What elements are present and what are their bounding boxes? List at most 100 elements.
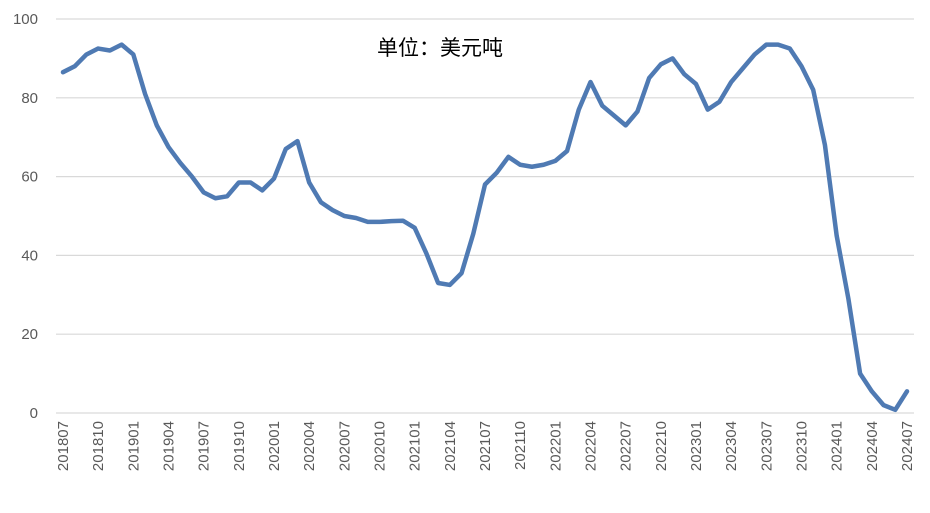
data-point — [203, 192, 204, 193]
x-tick-label: 201910 — [231, 421, 248, 471]
data-point — [883, 405, 884, 406]
data-point — [731, 81, 732, 82]
data-point — [191, 176, 192, 177]
x-tick-label: 201901 — [125, 421, 142, 471]
x-tick-label: 202307 — [758, 421, 775, 471]
data-point — [719, 101, 720, 102]
data-point — [309, 182, 310, 183]
x-tick-label: 202107 — [477, 421, 494, 471]
data-point — [273, 178, 274, 179]
x-axis: 201807 201810 201901 201904 201907 201910 2020… — [55, 421, 916, 471]
data-point — [871, 391, 872, 392]
x-tick-label: 202207 — [618, 421, 635, 471]
data-point — [578, 109, 579, 110]
data-point — [156, 125, 157, 126]
data-point — [414, 227, 415, 228]
data-point — [824, 144, 825, 145]
data-point — [496, 172, 497, 173]
data-point — [543, 164, 544, 165]
data-point — [707, 109, 708, 110]
data-point — [520, 164, 521, 165]
data-point — [649, 78, 650, 79]
data-point — [777, 44, 778, 45]
x-tick-label: 201807 — [55, 421, 72, 471]
x-tick-label: 202201 — [547, 421, 564, 471]
data-point — [74, 66, 75, 67]
x-tick-label: 202007 — [336, 421, 353, 471]
data-point — [613, 115, 614, 116]
x-tick-label: 202310 — [794, 421, 811, 471]
data-point — [320, 202, 321, 203]
data-point — [906, 391, 907, 392]
data-point — [121, 44, 122, 45]
y-tick-label: 40 — [21, 247, 38, 264]
x-tick-label: 202010 — [372, 421, 389, 471]
data-point — [801, 66, 802, 67]
data-point — [391, 221, 392, 222]
data-point — [742, 68, 743, 69]
data-point — [109, 50, 110, 51]
y-tick-label: 80 — [21, 90, 38, 107]
y-tick-label: 100 — [13, 11, 38, 28]
data-point — [695, 83, 696, 84]
data-point — [484, 184, 485, 185]
data-point — [590, 81, 591, 82]
data-point — [473, 233, 474, 234]
data-point — [602, 105, 603, 106]
data-point — [133, 54, 134, 55]
data-point — [379, 221, 380, 222]
data-point — [180, 162, 181, 163]
data-point — [98, 48, 99, 49]
series-line-0 — [60, 42, 910, 413]
data-point — [860, 373, 861, 374]
data-point — [297, 141, 298, 142]
x-tick-label: 201810 — [90, 421, 107, 471]
x-tick-label: 201904 — [161, 421, 178, 471]
data-point — [144, 93, 145, 94]
data-point — [215, 198, 216, 199]
data-point — [438, 282, 439, 283]
data-point — [285, 148, 286, 149]
data-point — [566, 150, 567, 151]
data-point — [813, 89, 814, 90]
data-point — [672, 58, 673, 59]
unit-label: 单位：美元吨 — [377, 36, 503, 60]
data-point — [402, 220, 403, 221]
data-point — [367, 221, 368, 222]
x-tick-label: 202001 — [266, 421, 283, 471]
data-point — [660, 64, 661, 65]
data-point — [766, 44, 767, 45]
x-tick-label: 202104 — [442, 421, 459, 471]
data-point — [531, 166, 532, 167]
x-tick-label: 202304 — [723, 421, 740, 471]
x-tick-label: 202110 — [512, 421, 529, 470]
data-point — [848, 298, 849, 299]
y-tick-label: 60 — [21, 169, 38, 186]
data-point — [62, 72, 63, 73]
data-point — [789, 48, 790, 49]
data-point — [250, 182, 251, 183]
data-point — [332, 209, 333, 210]
data-point — [555, 160, 556, 161]
data-point — [168, 146, 169, 147]
x-tick-label: 202407 — [899, 421, 916, 471]
data-point — [754, 54, 755, 55]
x-tick-label: 202404 — [864, 421, 881, 471]
x-tick-label: 202401 — [829, 421, 846, 471]
data-point — [86, 54, 87, 55]
data-point — [355, 217, 356, 218]
gridlines — [56, 18, 914, 414]
data-point — [836, 235, 837, 236]
x-tick-label: 202004 — [301, 421, 318, 471]
data-point — [238, 182, 239, 183]
data-point — [684, 74, 685, 75]
data-point — [344, 215, 345, 216]
data-point — [426, 253, 427, 254]
data-point — [508, 156, 509, 157]
data-point — [262, 190, 263, 191]
data-point — [637, 111, 638, 112]
y-axis: 0 20 40 60 80 100 — [13, 11, 38, 422]
data-point — [449, 284, 450, 285]
